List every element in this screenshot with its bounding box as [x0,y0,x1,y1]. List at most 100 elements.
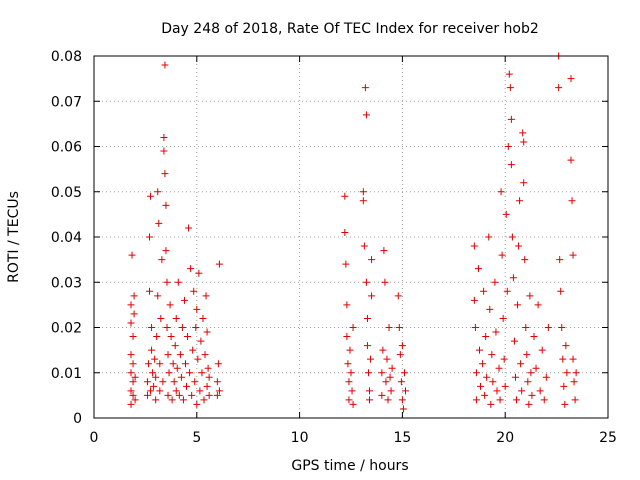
data-point [507,161,515,169]
data-point [367,355,375,363]
data-point [178,324,186,331]
data-point [510,337,518,345]
data-point [378,369,386,377]
data-point [498,251,506,259]
data-point [154,188,162,196]
data-point [201,351,209,359]
data-point [166,301,174,309]
data-point [383,355,391,363]
data-point [569,355,577,363]
data-point [388,364,396,372]
data-point [167,333,175,341]
data-point [165,369,173,377]
x-tick-label: 0 [90,430,99,446]
data-point [215,387,223,395]
data-point [194,355,202,363]
data-point [177,373,185,381]
data-point [192,324,200,331]
data-point [522,324,530,331]
data-point [147,387,155,395]
data-point [214,360,222,368]
data-point [499,314,507,322]
data-point [470,242,478,250]
data-point [162,201,170,209]
data-point [169,360,177,368]
data-point [378,391,386,399]
data-point [471,324,479,331]
data-point [168,396,176,404]
data-point [347,369,355,377]
data-point [520,138,528,146]
data-point [501,382,509,390]
data-point [515,242,523,250]
data-point [127,400,135,408]
data-point [526,292,534,300]
data-point [560,382,568,390]
data-point [156,360,164,368]
data-point [205,391,213,399]
data-point [482,333,490,341]
data-point [504,143,512,150]
y-tick-label: 0.01 [51,366,82,382]
data-point [563,369,571,377]
data-point [401,387,409,395]
data-point [555,84,563,92]
data-point [381,278,389,286]
data-point [153,333,161,341]
data-point [400,369,408,377]
data-point [571,396,579,404]
data-point [164,391,172,399]
data-point [349,324,357,331]
x-tick-label: 5 [192,430,201,446]
data-point [567,75,575,83]
data-point [361,84,369,92]
data-point [129,391,137,399]
y-tick-label: 0.08 [51,49,82,65]
data-point [148,346,156,354]
data-point [197,337,205,345]
data-point [540,396,548,404]
data-point [364,369,372,377]
data-point [385,324,393,331]
data-point [572,369,580,377]
data-point [193,305,201,313]
chart-title: Day 248 of 2018, Rate Of TEC Index for r… [161,21,539,37]
data-point [472,396,480,404]
data-point [362,111,370,119]
y-tick-label: 0.04 [51,230,82,246]
data-point [558,324,566,331]
data-point [382,378,390,386]
data-point [173,364,181,372]
data-point [129,333,137,341]
data-point [163,324,171,331]
data-point [129,378,137,386]
data-point [506,84,514,92]
data-point [143,391,151,399]
data-point [521,256,529,264]
data-point [160,133,168,141]
data-point [157,314,165,322]
data-point [500,355,508,363]
data-point [536,387,544,395]
ticks-layer: 0 5 10 15 20 25 0 0.01 0.02 0.03 0.04 0.05 0.06 0.07 0… [51,49,617,446]
data-point [179,396,187,404]
data-point [184,333,192,341]
data-point [380,247,388,255]
y-tick-label: 0.02 [51,321,82,337]
data-point [359,188,367,196]
data-point [538,346,546,354]
data-point [386,373,394,381]
data-point [147,192,155,200]
data-point [493,387,501,395]
data-point [544,324,552,331]
data-point [502,210,510,218]
data-point [514,301,522,309]
data-point [127,301,135,309]
data-point [188,391,196,399]
data-point [149,369,157,377]
data-point [163,278,171,286]
data-point [144,360,152,368]
data-point [488,351,496,359]
data-point [131,396,139,404]
